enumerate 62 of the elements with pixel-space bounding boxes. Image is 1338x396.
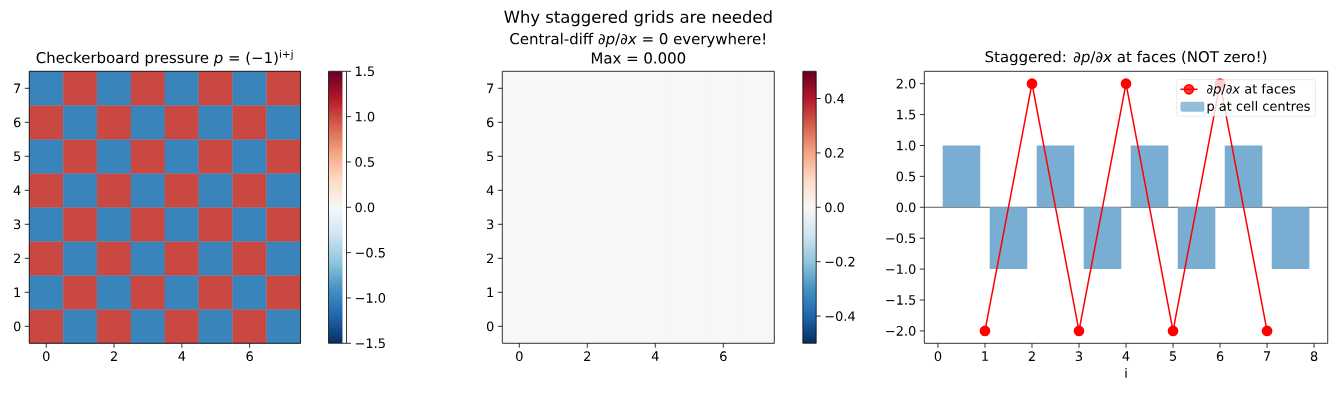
x-tick-label: 6 (1216, 351, 1224, 362)
x-tick-label: 0 (516, 351, 523, 362)
x-tick-label: 8 (1310, 351, 1318, 362)
y-tick-label: −2.0 (886, 326, 916, 336)
color-bar-label: 0.4 (825, 93, 845, 104)
x-tick-label: 0 (43, 351, 50, 362)
chart-title: Staggered: ∂p/∂x at faces (NOT zero!) (985, 50, 1267, 66)
y-tick-label: 0.0 (896, 202, 916, 213)
y-tick-label: 4 (13, 185, 21, 196)
x-tick-label: 7 (1264, 351, 1271, 361)
x-tick-label: 4 (651, 351, 659, 361)
text: Max = 0.000 (591, 52, 686, 64)
x-tick-label: 6 (720, 351, 727, 362)
x-tick-label: 3 (1075, 351, 1083, 362)
color-bar-label: 0.0 (825, 202, 844, 213)
y-tick-label: 1.5 (897, 109, 916, 120)
x-tick-label: 2 (1028, 351, 1035, 361)
x-tick-label: 5 (1169, 351, 1177, 361)
y-tick-label: 3 (14, 219, 21, 230)
y-tick-label: 7 (487, 83, 494, 94)
color-bar-label: −1.0 (355, 293, 386, 303)
y-tick-label: 1.0 (897, 140, 916, 151)
chart-subtitle: Central-diff ∂p/∂x = 0 everywhere! (510, 32, 765, 48)
y-tick-label: 2.0 (896, 78, 916, 89)
color-bar-label: −0.2 (825, 256, 855, 267)
x-tick-label: 6 (246, 351, 253, 362)
y-tick-label: 4 (486, 185, 494, 196)
y-tick-label: 6 (486, 117, 494, 128)
legend-label: p at cell centres (1207, 100, 1310, 114)
y-tick-label: 1 (14, 287, 21, 298)
color-bar-label: 0.2 (825, 148, 844, 158)
y-tick-label: −0.5 (886, 233, 916, 244)
y-tick-label: 5 (487, 151, 494, 162)
y-tick-label: 0.5 (896, 171, 916, 182)
x-tick-label: 4 (1122, 351, 1130, 361)
y-tick-label: 0 (13, 321, 21, 332)
x-tick-label: 2 (584, 351, 591, 361)
chart-title: Checkerboard pressure p = (−1)$^{i+j}$ (36, 49, 293, 67)
color-bar-label: 1.5 (355, 66, 374, 77)
y-tick-label: 6 (13, 117, 21, 128)
color-bar-label: 0.5 (355, 157, 374, 167)
x-tick-label: 4 (178, 351, 186, 361)
color-bar-label: 0.0 (355, 202, 375, 213)
y-tick-label: 5 (14, 151, 21, 162)
y-tick-label: 7 (14, 83, 21, 94)
color-bar-label: −1.5 (355, 338, 385, 349)
y-tick-label: 1 (487, 287, 494, 298)
x-tick-label: 1 (982, 351, 988, 361)
chart-title: Why staggered grids are needed (504, 10, 772, 27)
y-tick-label: −1.5 (886, 295, 916, 305)
y-tick-label: 2 (487, 253, 493, 264)
y-tick-label: 2 (14, 253, 20, 264)
y-tick-label: −1.0 (886, 264, 916, 275)
x-tick-label: 0 (934, 351, 942, 362)
x-axis-title: i (1125, 367, 1127, 378)
legend-label: ∂p/∂x at faces (1207, 83, 1296, 97)
color-bar-label: −0.5 (355, 247, 385, 258)
color-bar-label: −0.4 (825, 311, 855, 321)
y-tick-label: 0 (486, 321, 494, 332)
color-bar-label: 1.0 (355, 111, 375, 122)
y-tick-label: 3 (487, 219, 494, 230)
x-tick-label: 2 (110, 351, 117, 361)
